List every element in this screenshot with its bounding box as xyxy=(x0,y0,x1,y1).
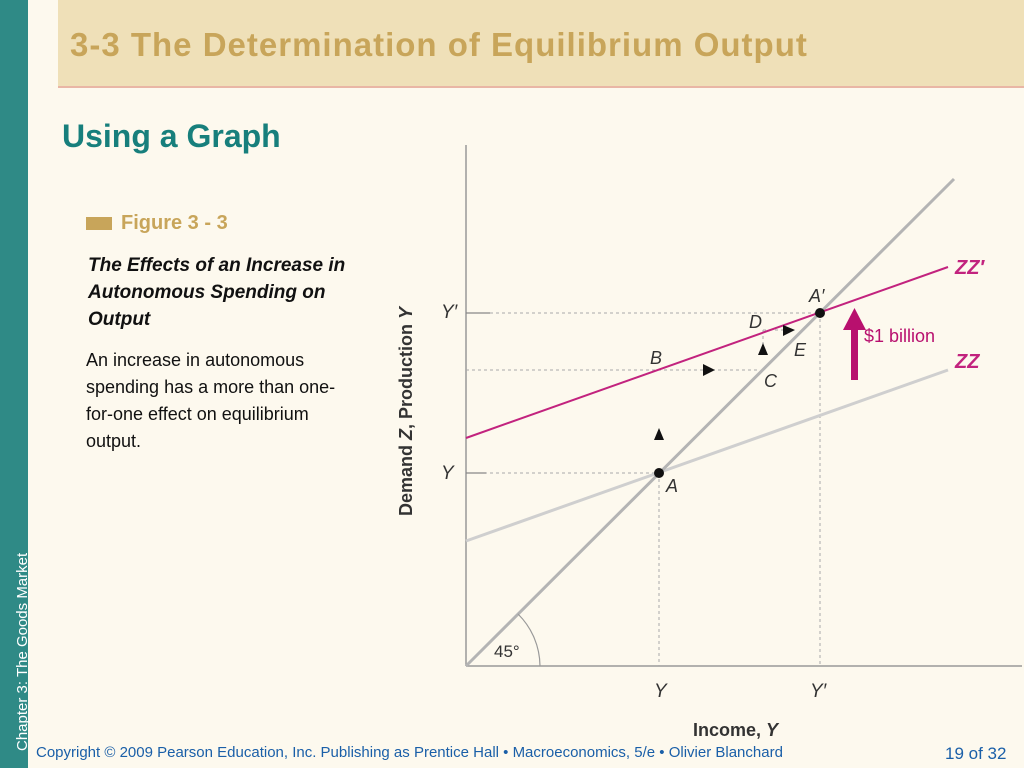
x-axis-label-text: Income, xyxy=(693,720,766,740)
figure-description: An increase in autonomous spending has a… xyxy=(86,350,336,451)
point-a-label: A xyxy=(665,476,678,496)
equilibrium-graph: $1 billion ZZ′ ZZ Y′ Y Y Y′ A′ D E B C A… xyxy=(396,145,1022,740)
x-axis-label-var: Y xyxy=(766,720,780,740)
zz-prime-label: ZZ′ xyxy=(954,257,985,279)
figure-label: Figure 3 - 3 xyxy=(121,212,228,234)
zz-label: ZZ xyxy=(954,351,980,373)
shift-arrow-head xyxy=(843,308,866,330)
page-number: 19 of 32 xyxy=(945,744,1007,763)
figure-marker xyxy=(86,217,112,230)
x-axis-label: Income, Y xyxy=(693,720,780,740)
x-tick-high: Y′ xyxy=(810,681,828,702)
slide-subtitle: Using a Graph xyxy=(62,118,281,154)
point-a-prime-dot xyxy=(815,308,825,318)
zz-prime-line xyxy=(465,266,949,439)
figure-caption: The Effects of an Increase in Autonomous… xyxy=(88,255,346,330)
y-tick-high: Y′ xyxy=(441,302,459,323)
point-a-dot xyxy=(654,468,664,478)
y-axis-label: Demand Z, Production Y xyxy=(396,305,416,516)
angle-arc xyxy=(517,613,541,667)
copyright-footer: Copyright © 2009 Pearson Education, Inc.… xyxy=(36,744,783,761)
zz-line xyxy=(465,368,949,543)
point-a-prime-label: A′ xyxy=(808,286,825,306)
up-arrow-c xyxy=(758,343,768,355)
point-e-label: E xyxy=(794,340,807,360)
y-tick-low: Y xyxy=(441,463,455,484)
y-axis-label-text1: Demand xyxy=(396,440,416,516)
y-axis-label-z: Z xyxy=(396,428,416,441)
shift-arrow-shaft xyxy=(851,327,858,380)
right-arrow-d xyxy=(783,325,795,336)
line-45-degree xyxy=(464,177,956,668)
angle-label: 45° xyxy=(494,642,520,661)
right-arrow-b xyxy=(703,364,715,376)
up-arrow-a xyxy=(654,428,664,440)
x-tick-low: Y xyxy=(654,681,668,702)
slide-title: 3-3 The Determination of Equilibrium Out… xyxy=(70,26,808,63)
y-axis-label-text2: , Production xyxy=(396,319,416,429)
side-bar xyxy=(0,0,28,768)
title-band xyxy=(58,0,1024,88)
point-c-label: C xyxy=(764,371,778,391)
point-d-label: D xyxy=(749,312,762,332)
y-axis-label-y: Y xyxy=(396,305,416,319)
point-b-label: B xyxy=(650,348,662,368)
shift-label: $1 billion xyxy=(864,326,935,346)
